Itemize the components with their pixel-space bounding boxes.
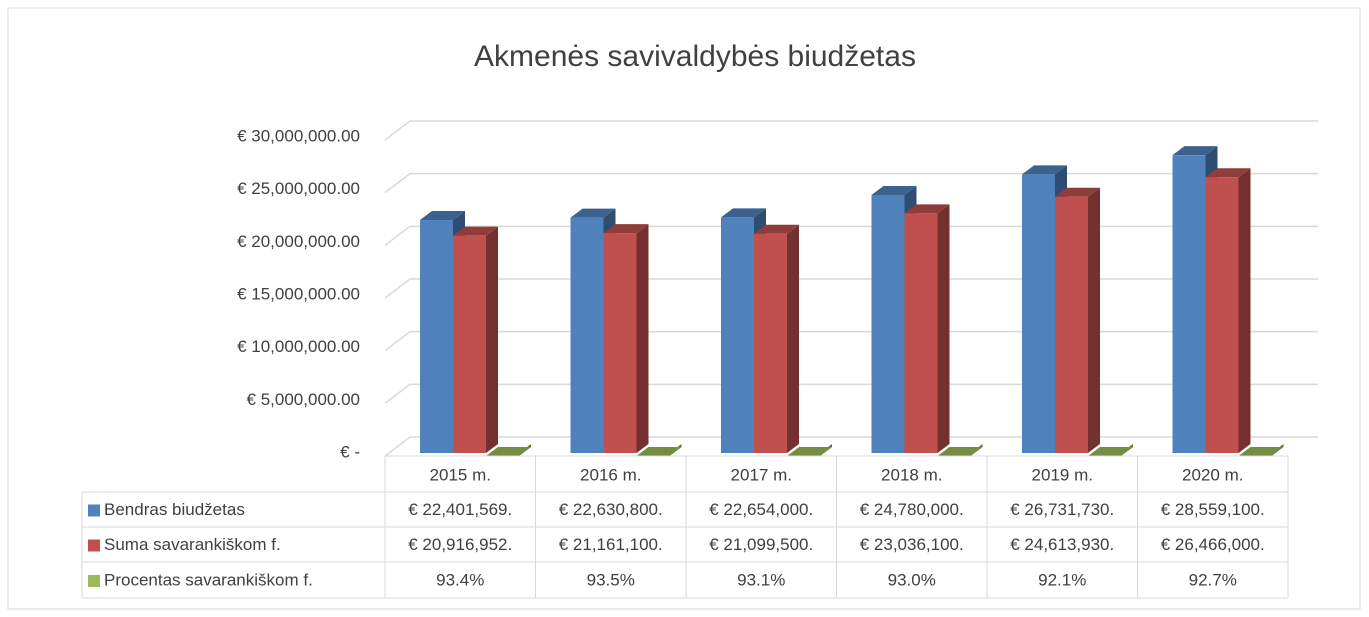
bar-face [420,220,453,453]
table-cell: € 28,559,100. [1161,500,1265,519]
bar [636,444,682,456]
grid-line [384,278,1318,299]
y-tick-label: € 25,000,000.00 [237,179,360,198]
bar-face [721,208,766,218]
bar [1205,168,1251,453]
bar-face [1172,146,1218,156]
bar-face [871,185,917,195]
y-tick-label: € 15,000,000.00 [237,284,360,303]
legend-label: Suma savarankiškom f. [104,535,281,554]
bar [937,444,983,456]
y-tick-label: € 20,000,000.00 [237,232,360,251]
legend-swatch [88,504,100,517]
bar-face [636,224,649,453]
table-cell: € 26,466,000. [1161,535,1265,554]
legend-label: Bendras biudžetas [104,500,245,519]
grid-line [384,225,1318,246]
table-cell: € 20,916,952. [408,535,512,554]
bar-face [1238,446,1284,456]
bar-face [1088,446,1133,456]
bar-face [636,446,682,456]
y-tick-label: € 10,000,000.00 [237,337,360,356]
chart-border [7,7,1361,610]
bar-face [904,204,950,214]
grid-line [384,436,1318,457]
bar-face [1238,168,1251,453]
table-cell: € 21,099,500. [709,535,813,554]
bar-face [787,446,832,456]
bar-face [1205,177,1239,453]
y-tick-label: € 5,000,000.00 [247,390,360,409]
x-tick-label: 2016 m. [580,465,641,484]
bar-face [904,213,938,453]
table-cell: 93.1% [737,570,785,589]
bar-face [453,235,486,453]
bar-face [1172,155,1206,453]
bar-face [603,233,637,453]
bar [453,226,498,453]
bar [1088,444,1133,456]
table-cell: 93.0% [888,570,936,589]
x-tick-label: 2015 m. [430,465,491,484]
grid-line [384,330,1318,352]
bar-face [787,224,799,453]
bar-face [721,217,754,453]
bar-face [1205,168,1251,178]
table-cell: € 24,613,930. [1010,535,1114,554]
bar-face [570,208,616,218]
bar-face [1055,187,1100,197]
table-cell: 93.4% [436,570,484,589]
table-cell: € 22,401,569. [408,500,512,519]
grid-line [384,172,1318,194]
bar-face [754,233,787,453]
bar [787,444,832,456]
x-tick-label: 2019 m. [1032,465,1093,484]
bar-face [871,194,905,453]
table-cell: € 21,161,100. [559,535,663,554]
table-cell: 92.1% [1038,570,1086,589]
bar-face [1088,187,1100,453]
bar-face [1022,174,1055,453]
legend-swatch [88,539,100,552]
table-cell: € 24,780,000. [860,500,964,519]
bar [486,444,531,456]
legend-label: Procentas savarankiškom f. [104,570,313,589]
bar-face [486,226,498,453]
table-cell: € 22,654,000. [709,500,813,519]
bar-face [603,224,649,234]
bar-face [1055,196,1088,453]
table-cell: 93.5% [587,570,635,589]
bar [754,224,799,453]
bar-face [937,204,950,453]
grid-line [384,120,1318,141]
table-cell: € 23,036,100. [860,535,964,554]
table-cell: 92.7% [1189,570,1237,589]
bar [1055,187,1100,453]
bar-face [937,446,983,456]
y-tick-label: € 30,000,000.00 [237,126,360,145]
bar [1238,444,1284,456]
x-tick-label: 2018 m. [881,465,942,484]
chart-title: Akmenės savivaldybės biudžetas [474,40,916,73]
y-tick-label: € - [340,442,360,461]
bar-face [1022,165,1067,175]
bar-face [754,224,799,234]
bar-face [570,217,604,453]
bar [603,224,649,453]
bar [904,204,950,453]
table-cell: € 22,630,800. [559,500,663,519]
x-tick-label: 2017 m. [731,465,792,484]
grid-line [384,383,1318,404]
bar-face [453,226,498,236]
bar-face [420,211,465,221]
bar-face [486,446,531,456]
legend-swatch [88,575,100,587]
table-cell: € 26,731,730. [1010,500,1114,519]
x-tick-label: 2020 m. [1182,465,1243,484]
